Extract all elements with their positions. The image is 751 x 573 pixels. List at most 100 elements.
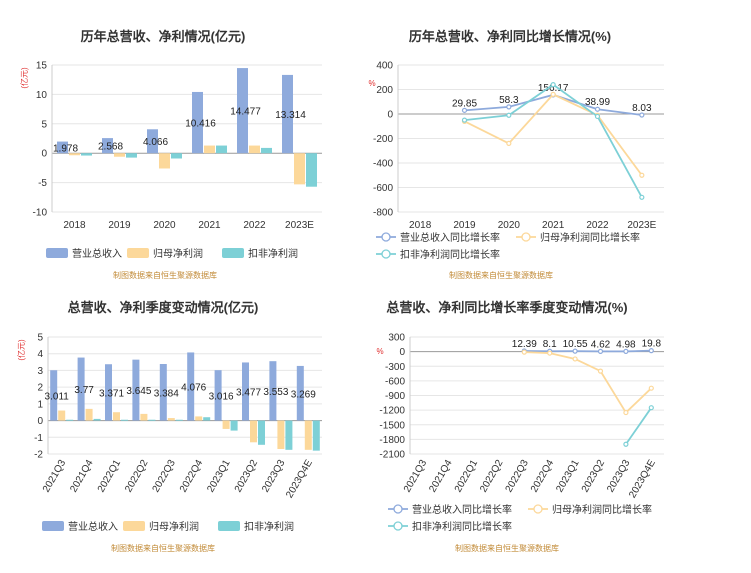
c1-bar-revenue	[147, 129, 158, 154]
c3-bar-net_profit	[113, 412, 120, 421]
c4-point-deducted_profit	[623, 441, 629, 447]
c4-data-label: 19.8	[642, 339, 662, 350]
c2-legend-label: 扣非净利润同比增长率	[400, 248, 500, 261]
c2-series-line-revenue	[464, 93, 642, 116]
c4-x-tick-label: 2022Q3	[504, 458, 532, 495]
c3-bar-deducted_profit	[148, 419, 156, 421]
c3-x-tick-label: 2022Q2	[123, 458, 151, 495]
c3-data-label: 4.076	[181, 383, 206, 394]
c4-legend-label: 营业总收入同比增长率	[412, 503, 512, 516]
c2-legend-label: 归母净利润同比增长率	[540, 231, 640, 244]
c1-legend-swatch-revenue	[46, 248, 68, 258]
c1-x-tick-label: 2023E	[285, 220, 314, 231]
c1-y-tick-label: -10	[33, 208, 48, 219]
c1-bar-net_profit	[204, 145, 215, 154]
c3-bar-revenue	[105, 364, 112, 421]
c1-data-label: 13.314	[275, 110, 306, 121]
c2-legend-marker-deducted_profit	[381, 249, 391, 259]
c3-bar-deducted_profit	[175, 419, 183, 421]
c2-legend-marker-revenue	[381, 232, 391, 242]
c2-data-label: 38.99	[585, 97, 610, 108]
c4-data-label: 8.1	[543, 339, 557, 350]
c4-data-label: 10.55	[563, 339, 588, 350]
c4-point-net_profit	[648, 385, 654, 391]
c3-bar-net_profit	[277, 420, 285, 449]
c3-x-tick-label: 2022Q1	[96, 458, 124, 495]
c1-bar-revenue	[102, 138, 113, 154]
c4-data-label: 4.98	[616, 339, 636, 350]
c1-bar-revenue	[57, 141, 68, 154]
c4-x-tick-label: 2021Q4	[427, 458, 455, 495]
c2-point-revenue	[594, 106, 601, 112]
c3-legend-label: 归母净利润	[149, 520, 199, 533]
c2-x-tick-label: 2020	[498, 220, 521, 231]
c1-y-tick-label: 10	[36, 90, 48, 101]
c2-legend-label: 营业总收入同比增长率	[400, 231, 500, 244]
c3-x-tick-label: 2023Q3	[260, 458, 288, 495]
c3-bar-net_profit	[85, 408, 93, 421]
c3-bar-deducted_profit	[285, 420, 293, 450]
c4-x-tick-label: 2021Q3	[402, 458, 430, 495]
c3-y-tick-label: -1	[34, 433, 43, 444]
c3-legend-swatch-net_profit	[123, 521, 145, 531]
c1-x-tick-label: 2020	[153, 220, 176, 231]
c3-bar-revenue	[50, 370, 58, 421]
c4-point-net_profit	[572, 356, 578, 362]
c3-y-tick-label: 5	[37, 333, 43, 344]
c3-data-label: 3.384	[154, 388, 179, 399]
c2-x-tick-label: 2023E	[627, 220, 656, 231]
c2-legend-marker-net_profit	[521, 232, 531, 242]
c1-y-tick-label: 0	[41, 149, 47, 160]
c1-data-label: 10.416	[185, 119, 216, 130]
c4-x-tick-label: 2022Q2	[478, 458, 506, 495]
c1-legend-swatch-deducted_profit	[222, 248, 244, 258]
c1-source-note: 制图数据来自恒生聚源数据库	[113, 270, 217, 280]
c3-bar-deducted_profit	[66, 419, 74, 421]
c3-bar-revenue	[242, 362, 249, 421]
c3-y-tick-label: 1	[37, 399, 43, 410]
c3-x-tick-label: 2023Q2	[233, 458, 261, 495]
c3-bar-deducted_profit	[230, 420, 238, 431]
c3-y-tick-label: 2	[37, 383, 43, 394]
c3-data-label: 3.477	[236, 388, 261, 399]
c2-y-tick-label: 400	[376, 61, 393, 72]
c4-point-revenue	[572, 348, 578, 354]
c2-unit-label: %	[368, 79, 375, 88]
c3-bar-deducted_profit	[93, 418, 101, 421]
c2-series-line-deducted_profit	[464, 83, 643, 198]
c1-y-tick-label: 5	[41, 119, 47, 130]
c3-bar-deducted_profit	[121, 419, 128, 421]
c4-y-tick-label: 300	[388, 333, 405, 344]
c3-data-label: 3.553	[263, 387, 288, 398]
c3-y-tick-label: 4	[37, 349, 43, 360]
c1-bar-revenue	[282, 74, 293, 154]
c3-bar-net_profit	[140, 413, 148, 421]
c2-x-tick-label: 2021	[542, 220, 565, 231]
c4-data-label: 12.39	[512, 339, 537, 350]
c4-x-tick-label: 2023Q2	[580, 458, 608, 495]
c4-y-tick-label: -1200	[379, 406, 405, 417]
c3-bar-deducted_profit	[203, 417, 211, 421]
c3-bar-revenue	[187, 352, 195, 421]
c1-x-tick-label: 2022	[243, 220, 266, 231]
c3-data-label: 3.016	[209, 391, 234, 402]
c4-series-line-net_profit	[524, 351, 652, 414]
c3-title: 总营收、净利季度变动情况(亿元)	[68, 300, 259, 315]
c4-x-tick-label: 2023Q3	[605, 458, 633, 495]
c2-x-tick-label: 2019	[453, 220, 476, 231]
c2-point-revenue	[639, 112, 645, 118]
c4-y-tick-label: -1800	[379, 435, 405, 446]
c3-data-label: 3.269	[291, 389, 316, 400]
c3-x-tick-label: 2023Q4E	[284, 458, 315, 500]
c1-legend-swatch-net_profit	[127, 248, 149, 258]
c1-unit-label: (亿元)	[19, 67, 29, 89]
c2-title: 历年总营收、净利同比增长情况(%)	[409, 29, 611, 44]
c2-point-net_profit	[639, 172, 645, 178]
c3-bar-net_profit	[195, 416, 203, 421]
c1-legend-label: 归母净利润	[153, 247, 203, 260]
c2-point-deducted_profit	[550, 81, 556, 88]
c3-bar-net_profit	[250, 420, 257, 443]
c3-data-label: 3.011	[45, 391, 70, 402]
c1-bar-deducted_profit	[261, 147, 272, 154]
